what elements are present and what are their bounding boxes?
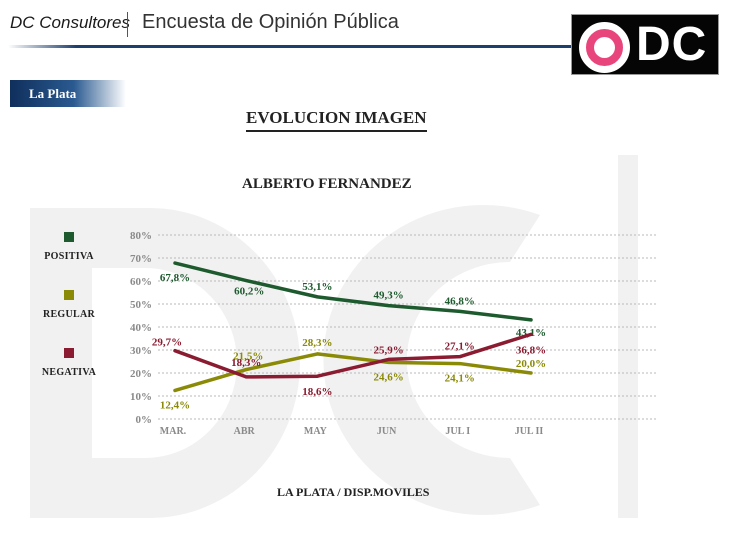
y-tick-label: 80% <box>130 230 152 242</box>
data-label-regular: 24,1% <box>445 373 475 385</box>
header-rule <box>8 45 576 48</box>
data-point-regular <box>458 362 462 366</box>
data-label-negativa: 27,1% <box>445 341 475 353</box>
data-point-regular <box>529 371 533 375</box>
data-label-regular: 21,5% <box>233 351 263 363</box>
legend-swatch <box>64 232 74 242</box>
legend-label: POSITIVA <box>44 251 94 262</box>
data-point-positiva <box>458 309 462 313</box>
y-tick-label: 0% <box>136 414 153 426</box>
data-label-negativa: 25,9% <box>373 344 403 356</box>
data-point-regular <box>387 360 391 364</box>
survey-title: Encuesta de Opinión Pública <box>142 11 399 33</box>
data-point-negativa <box>387 357 391 361</box>
x-tick-label: MAY <box>304 426 328 437</box>
data-label-regular: 20,0% <box>516 358 546 370</box>
x-tick-label: JUL II <box>515 426 544 437</box>
data-label-positiva: 46,8% <box>445 295 475 307</box>
data-point-positiva <box>315 295 319 299</box>
data-point-positiva <box>529 318 533 322</box>
data-point-negativa <box>244 375 248 379</box>
x-tick-label: JUN <box>377 426 397 437</box>
y-tick-label: 60% <box>130 276 152 288</box>
legend-label: REGULAR <box>42 309 96 320</box>
data-label-negativa: 18,3% <box>231 357 261 369</box>
x-tick-label: ABR <box>234 426 256 437</box>
chart-title: EVOLUCION IMAGEN <box>246 108 427 132</box>
data-label-negativa: 18,6% <box>302 386 332 398</box>
data-label-regular: 12,4% <box>160 399 190 411</box>
data-label-positiva: 53,1% <box>302 281 332 293</box>
y-tick-label: 20% <box>130 368 152 380</box>
data-point-positiva <box>387 304 391 308</box>
header-divider <box>127 12 128 37</box>
region-tab[interactable]: La Plata <box>10 80 126 107</box>
data-label-negativa: 29,7% <box>152 337 182 349</box>
y-tick-label: 40% <box>130 322 152 334</box>
data-point-negativa <box>458 355 462 359</box>
x-tick-label: JUL I <box>445 426 470 437</box>
series-line-positiva <box>173 261 533 322</box>
data-label-regular: 24,6% <box>373 371 403 383</box>
data-point-positiva <box>244 279 248 283</box>
legend-swatch <box>64 348 74 358</box>
chart-footer: LA PLATA / DISP.MOVILES <box>277 485 430 499</box>
data-label-negativa: 36,8% <box>516 344 546 356</box>
brand-name: DC Consultores <box>10 13 130 32</box>
y-tick-label: 10% <box>130 391 152 403</box>
logo-text: DC <box>636 18 708 71</box>
odc-logo: DC <box>571 14 719 75</box>
data-point-regular <box>315 352 319 356</box>
header: DC Consultores Encuesta de Opinión Públi… <box>0 0 730 78</box>
y-tick-label: 50% <box>130 299 152 311</box>
y-tick-label: 30% <box>130 345 152 357</box>
legend-item-negativa: NEGATIVA <box>29 348 109 378</box>
legend-swatch <box>64 290 74 300</box>
data-point-negativa <box>315 374 319 378</box>
legend-item-positiva: POSITIVA <box>29 232 109 262</box>
data-point-positiva <box>173 261 177 265</box>
legend-item-regular: REGULAR <box>29 290 109 320</box>
data-label-positiva: 60,2% <box>234 286 264 298</box>
data-label-positiva: 67,8% <box>160 272 190 284</box>
series-line-negativa <box>173 332 533 379</box>
data-point-regular <box>244 368 248 372</box>
region-tab-label: La Plata <box>29 86 77 101</box>
data-point-regular <box>173 388 177 392</box>
data-label-positiva: 49,3% <box>373 290 403 302</box>
legend-label: NEGATIVA <box>41 367 97 378</box>
data-label-regular: 28,3% <box>302 337 332 349</box>
data-point-negativa <box>173 349 177 353</box>
y-tick-label: 70% <box>130 253 152 265</box>
x-tick-label: MAR. <box>160 426 187 437</box>
data-point-negativa <box>529 332 533 336</box>
chart-subtitle: ALBERTO FERNANDEZ <box>242 176 412 192</box>
logo-ring-icon <box>579 22 630 73</box>
